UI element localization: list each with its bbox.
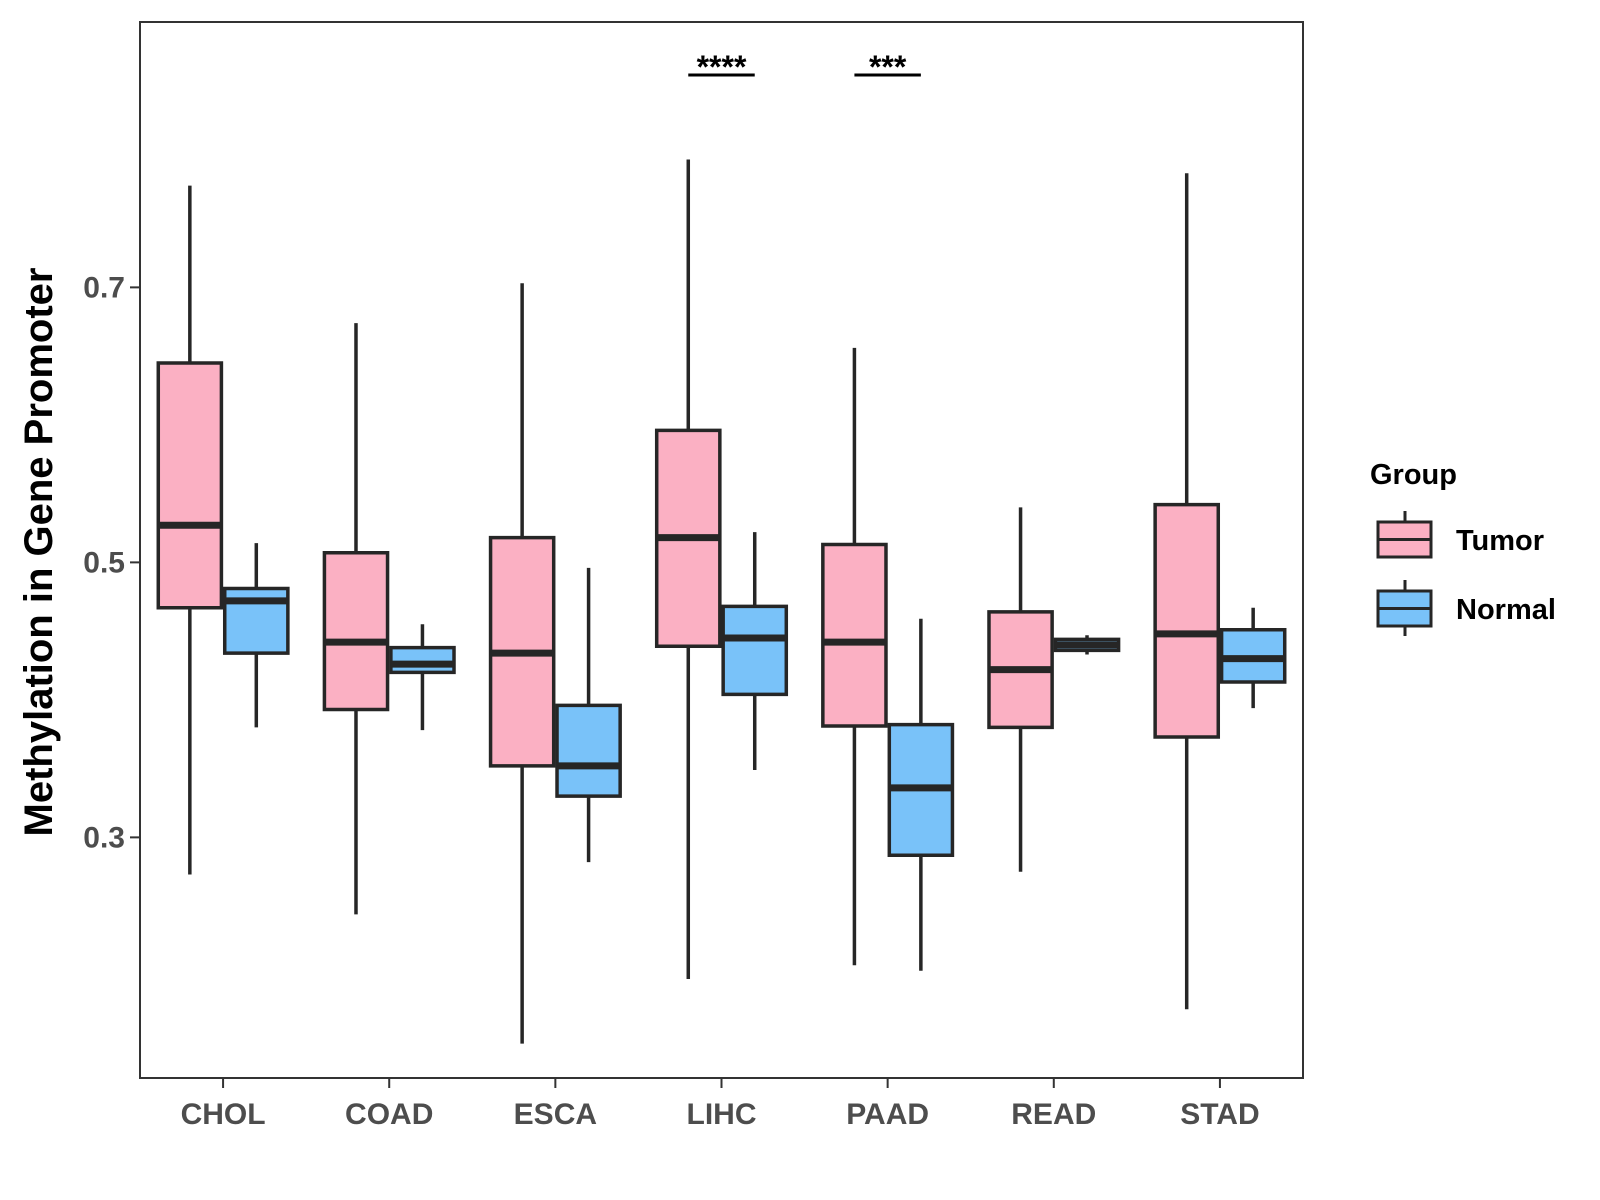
legend-label-tumor: Tumor [1456, 525, 1544, 557]
iqr-box-normal-esca [555, 703, 622, 798]
x-tick-label-esca: ESCA [514, 1098, 597, 1131]
box-tumor-read [987, 507, 1054, 872]
legend: Group Tumor Normal [1370, 459, 1556, 636]
y-tick-label-2: 0.7 [83, 271, 125, 304]
significance-label-lihc: **** [697, 49, 747, 85]
y-axis: 0.3 0.5 0.7 [83, 271, 140, 854]
x-tick-label-coad: COAD [345, 1098, 433, 1131]
significance-annotations: **** *** [688, 49, 921, 85]
y-tick-label-1: 0.5 [83, 546, 125, 579]
iqr-box-tumor-stad [1153, 502, 1221, 739]
box-tumor-esca [488, 283, 556, 1044]
significance-label-paad: *** [869, 49, 907, 85]
iqr-box-tumor-chol [156, 361, 224, 610]
box-tumor-stad [1153, 173, 1221, 1010]
x-tick-label-chol: CHOL [181, 1098, 266, 1131]
iqr-box-tumor-coad [322, 551, 390, 712]
iqr-box-normal-lihc [721, 604, 789, 697]
iqr-box-tumor-paad [821, 542, 888, 728]
x-tick-label-paad: PAAD [846, 1098, 929, 1131]
legend-entry-normal: Normal [1376, 580, 1556, 636]
box-normal-chol [222, 543, 290, 728]
box-tumor-paad [821, 347, 888, 966]
box-normal-paad [887, 618, 955, 971]
x-tick-label-read: READ [1011, 1098, 1096, 1131]
box-normal-lihc [721, 532, 789, 770]
box-normal-read [1053, 635, 1121, 655]
box-tumor-lihc [654, 159, 722, 979]
legend-entry-tumor: Tumor [1376, 511, 1544, 559]
boxes-layer [156, 159, 1287, 1044]
x-tick-label-stad: STAD [1180, 1098, 1259, 1131]
x-tick-label-lihc: LIHC [687, 1098, 757, 1131]
box-normal-stad [1219, 607, 1287, 709]
box-normal-coad [389, 624, 456, 731]
y-tick-label-0: 0.3 [83, 821, 125, 854]
iqr-box-normal-coad [389, 645, 456, 675]
box-tumor-coad [322, 323, 390, 915]
legend-title: Group [1370, 459, 1457, 491]
x-axis: CHOL COAD ESCA LIHC PAAD READ STAD [181, 1078, 1260, 1131]
y-axis-title: Methylation in Gene Promoter [17, 268, 61, 837]
box-normal-esca [555, 567, 622, 863]
legend-label-normal: Normal [1456, 594, 1556, 626]
box-tumor-chol [156, 185, 224, 875]
